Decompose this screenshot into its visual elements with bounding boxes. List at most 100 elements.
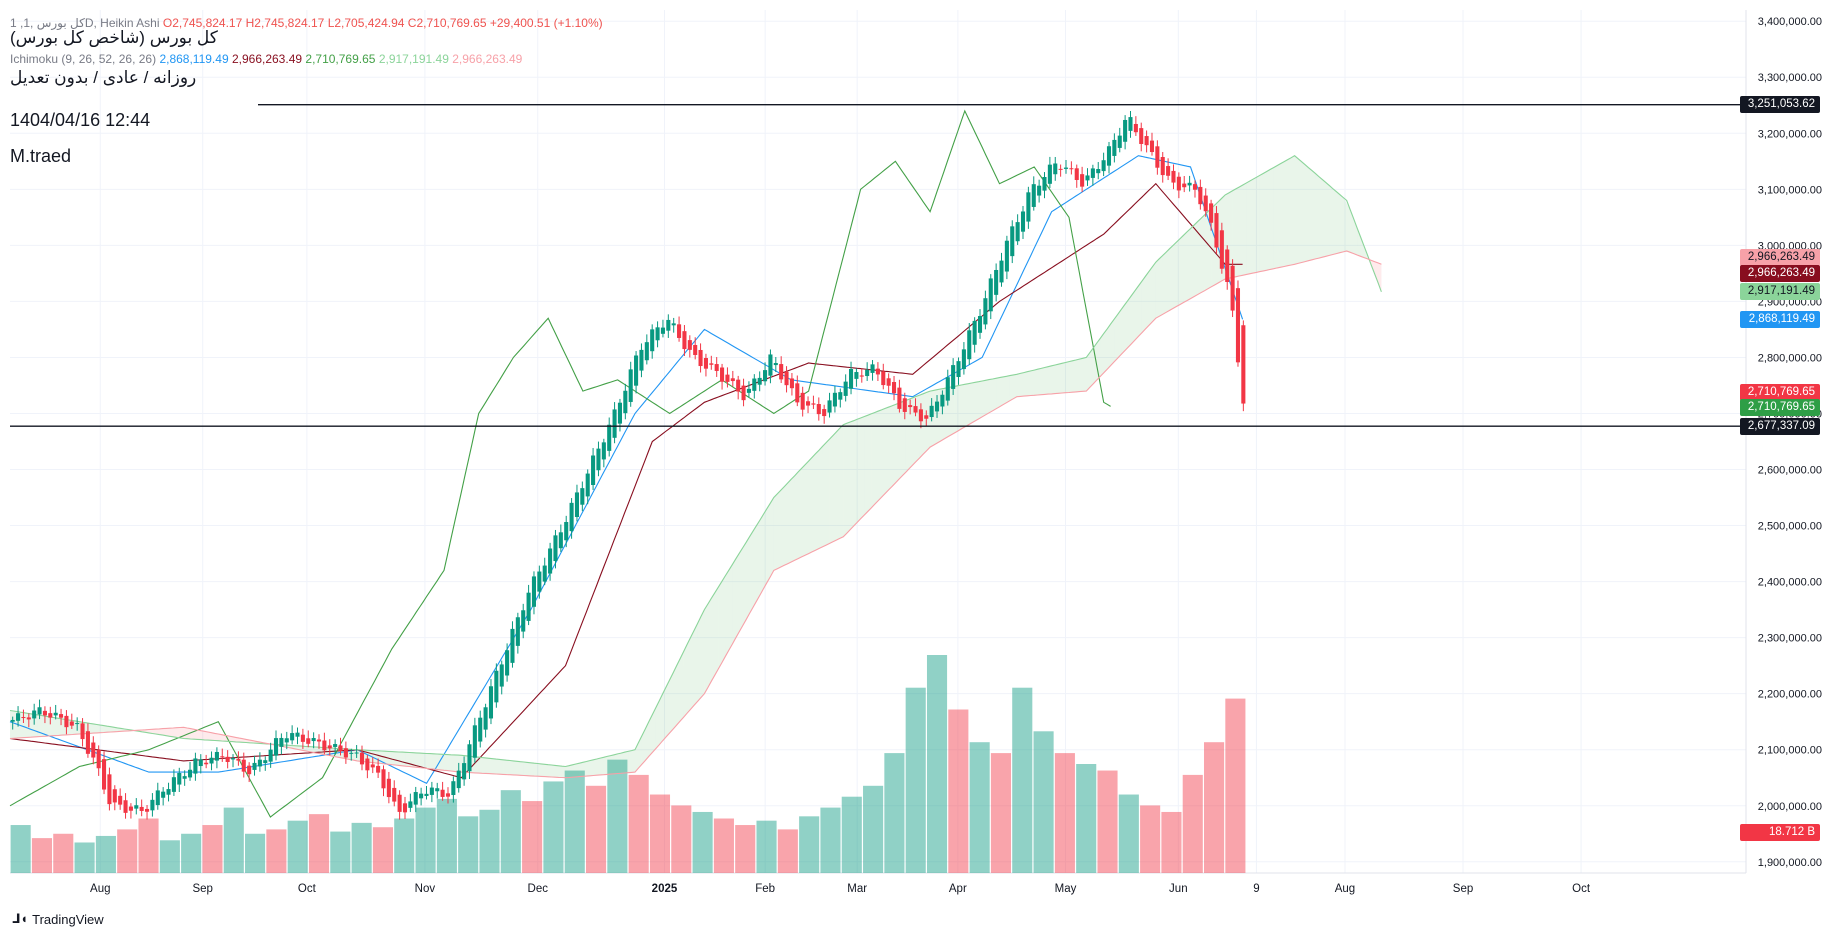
candle (521, 603, 526, 639)
candle-body (445, 793, 451, 797)
volume-bar (500, 790, 521, 873)
candle (1144, 130, 1149, 153)
candle (257, 752, 262, 772)
volume-bar (1204, 742, 1225, 873)
volume-bar (372, 827, 393, 873)
cloud-segment (1259, 171, 1267, 272)
candle (585, 469, 590, 505)
volume-bar (948, 709, 969, 873)
cloud-segment (1197, 215, 1205, 295)
tradingview-logo[interactable]: ⅃◖ TradingView (12, 911, 104, 927)
volume-bar (1076, 764, 1097, 873)
x-tick-label: Apr (949, 883, 967, 895)
candle (1074, 164, 1079, 188)
candle (961, 342, 966, 375)
candle (612, 402, 617, 444)
candle-body (381, 769, 386, 789)
candle-body (376, 765, 381, 773)
candle (1015, 214, 1020, 245)
candle (1047, 156, 1052, 189)
candle-body (693, 344, 698, 355)
candle-body (913, 406, 918, 413)
candle (381, 765, 386, 797)
horizontal-levels (10, 104, 1746, 427)
series-tenkan-sen (9, 155, 1244, 785)
cloud-segment (669, 665, 677, 733)
cloud-segment (614, 753, 622, 774)
cloud-segment (1336, 191, 1344, 254)
candle-body (988, 278, 993, 312)
tradingview-name: TradingView (32, 911, 104, 927)
cloud-segment (739, 542, 747, 633)
candle (816, 397, 821, 421)
candle (1203, 188, 1208, 217)
y-tick-label: 1,900,000.00 (1758, 857, 1822, 869)
candle-body (306, 738, 311, 744)
candle-body (934, 401, 940, 412)
x-tick-label: Aug (90, 883, 110, 895)
candle-body (843, 381, 848, 396)
volume-bar (799, 816, 820, 873)
candle (569, 498, 574, 539)
candle (822, 404, 827, 424)
y-tick-label: 3,300,000.00 (1758, 72, 1822, 84)
volume-bar (436, 798, 457, 873)
candle-body (1182, 183, 1187, 188)
cloud-segment (891, 403, 899, 487)
candle (225, 750, 230, 769)
candle-body (623, 390, 628, 414)
candle (440, 781, 445, 801)
volume-bar (245, 833, 266, 873)
candle (1090, 164, 1095, 186)
candle-body (558, 532, 563, 549)
candle (96, 745, 101, 776)
candle-body (408, 801, 413, 808)
cloud-segment (683, 637, 691, 718)
candle (832, 385, 837, 413)
cloud-segment (155, 728, 163, 736)
candle-body (316, 739, 322, 742)
cloud-segment (1072, 359, 1080, 393)
candle-body (891, 382, 897, 394)
candle (268, 742, 273, 768)
candle-body (333, 744, 338, 747)
candle-body (752, 378, 757, 391)
cloud-segment (1273, 163, 1281, 269)
candle (945, 369, 950, 406)
candle (1058, 164, 1063, 177)
y-tick-label: 3,100,000.00 (1758, 184, 1822, 196)
volume-bar (841, 796, 862, 873)
candle (666, 314, 671, 338)
cloud-segment (850, 419, 858, 530)
candle-body (1058, 168, 1063, 170)
candle-body (709, 363, 714, 365)
candle-body (279, 737, 284, 747)
candle (300, 728, 305, 749)
candle-body (908, 405, 913, 408)
candle (693, 337, 698, 360)
candle-body (311, 738, 316, 742)
candle (515, 612, 520, 654)
candle-body (80, 723, 85, 740)
cloud-segment (1162, 248, 1170, 315)
candle (327, 739, 332, 756)
candle (1230, 259, 1235, 318)
cloud-segment (1114, 309, 1122, 362)
cloud-segment (1009, 374, 1017, 401)
cloud-segment (440, 754, 448, 771)
candle-body (107, 774, 112, 805)
candle-body (102, 759, 107, 790)
candle-body (21, 717, 26, 719)
candle-body (1106, 146, 1112, 166)
candle (166, 782, 171, 802)
time-axis: Aug Sep Oct Nov Dec 2025 Feb Mar Apr May Jun 9 Aug Se… (90, 883, 1591, 895)
cloud-segment (1287, 155, 1295, 266)
candle-body (612, 409, 617, 438)
candle-body (327, 745, 332, 749)
candle (48, 706, 53, 725)
candle-body (456, 770, 461, 789)
volume-bar (543, 781, 564, 873)
candle (284, 731, 289, 750)
candle-body (977, 316, 983, 333)
